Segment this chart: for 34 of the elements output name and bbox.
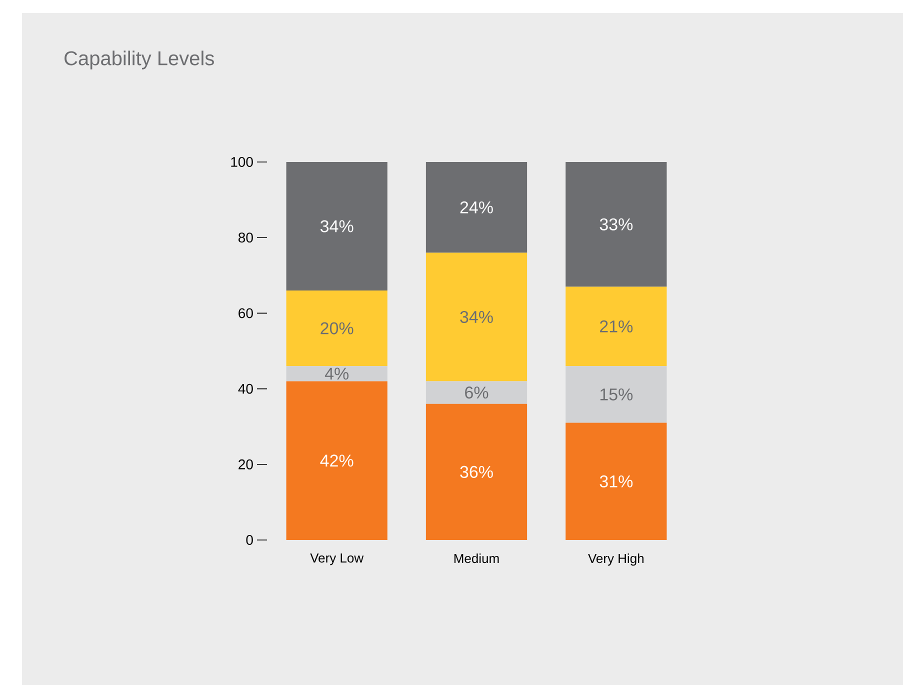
data-label: 31% bbox=[600, 475, 633, 488]
bar bbox=[426, 381, 528, 404]
y-tick-label: 0 bbox=[246, 535, 253, 545]
bar bbox=[426, 162, 528, 253]
bar bbox=[286, 381, 388, 540]
data-label: 34% bbox=[320, 220, 354, 232]
y-tick-label: 20 bbox=[238, 459, 253, 470]
data-label: 21% bbox=[600, 320, 633, 332]
bar bbox=[566, 422, 667, 540]
y-tick-label: 80 bbox=[238, 232, 253, 243]
data-label: 24% bbox=[460, 201, 493, 214]
data-label: 33% bbox=[600, 218, 633, 230]
data-label: 20% bbox=[320, 322, 354, 334]
data-label: 6% bbox=[465, 386, 488, 399]
bar bbox=[566, 286, 667, 366]
data-label: 15% bbox=[600, 388, 633, 400]
data-label: 42% bbox=[320, 454, 354, 467]
x-tick-label: Very Low bbox=[310, 554, 364, 566]
bar bbox=[286, 162, 388, 291]
bar bbox=[566, 162, 667, 287]
bar bbox=[426, 404, 528, 540]
bar bbox=[286, 366, 388, 382]
data-label: 36% bbox=[460, 466, 493, 478]
bar bbox=[286, 290, 388, 366]
y-tick-label: 40 bbox=[238, 384, 253, 394]
bar bbox=[566, 366, 667, 423]
x-tick-label: Very High bbox=[588, 554, 644, 566]
x-tick-label: Medium bbox=[454, 554, 499, 564]
chart-title: Capability Levels bbox=[64, 50, 214, 70]
data-label: 4% bbox=[324, 368, 349, 380]
y-tick-label: 100 bbox=[231, 157, 253, 167]
bar bbox=[426, 252, 528, 382]
y-tick-label: 60 bbox=[238, 308, 253, 318]
data-label: 34% bbox=[460, 310, 493, 323]
